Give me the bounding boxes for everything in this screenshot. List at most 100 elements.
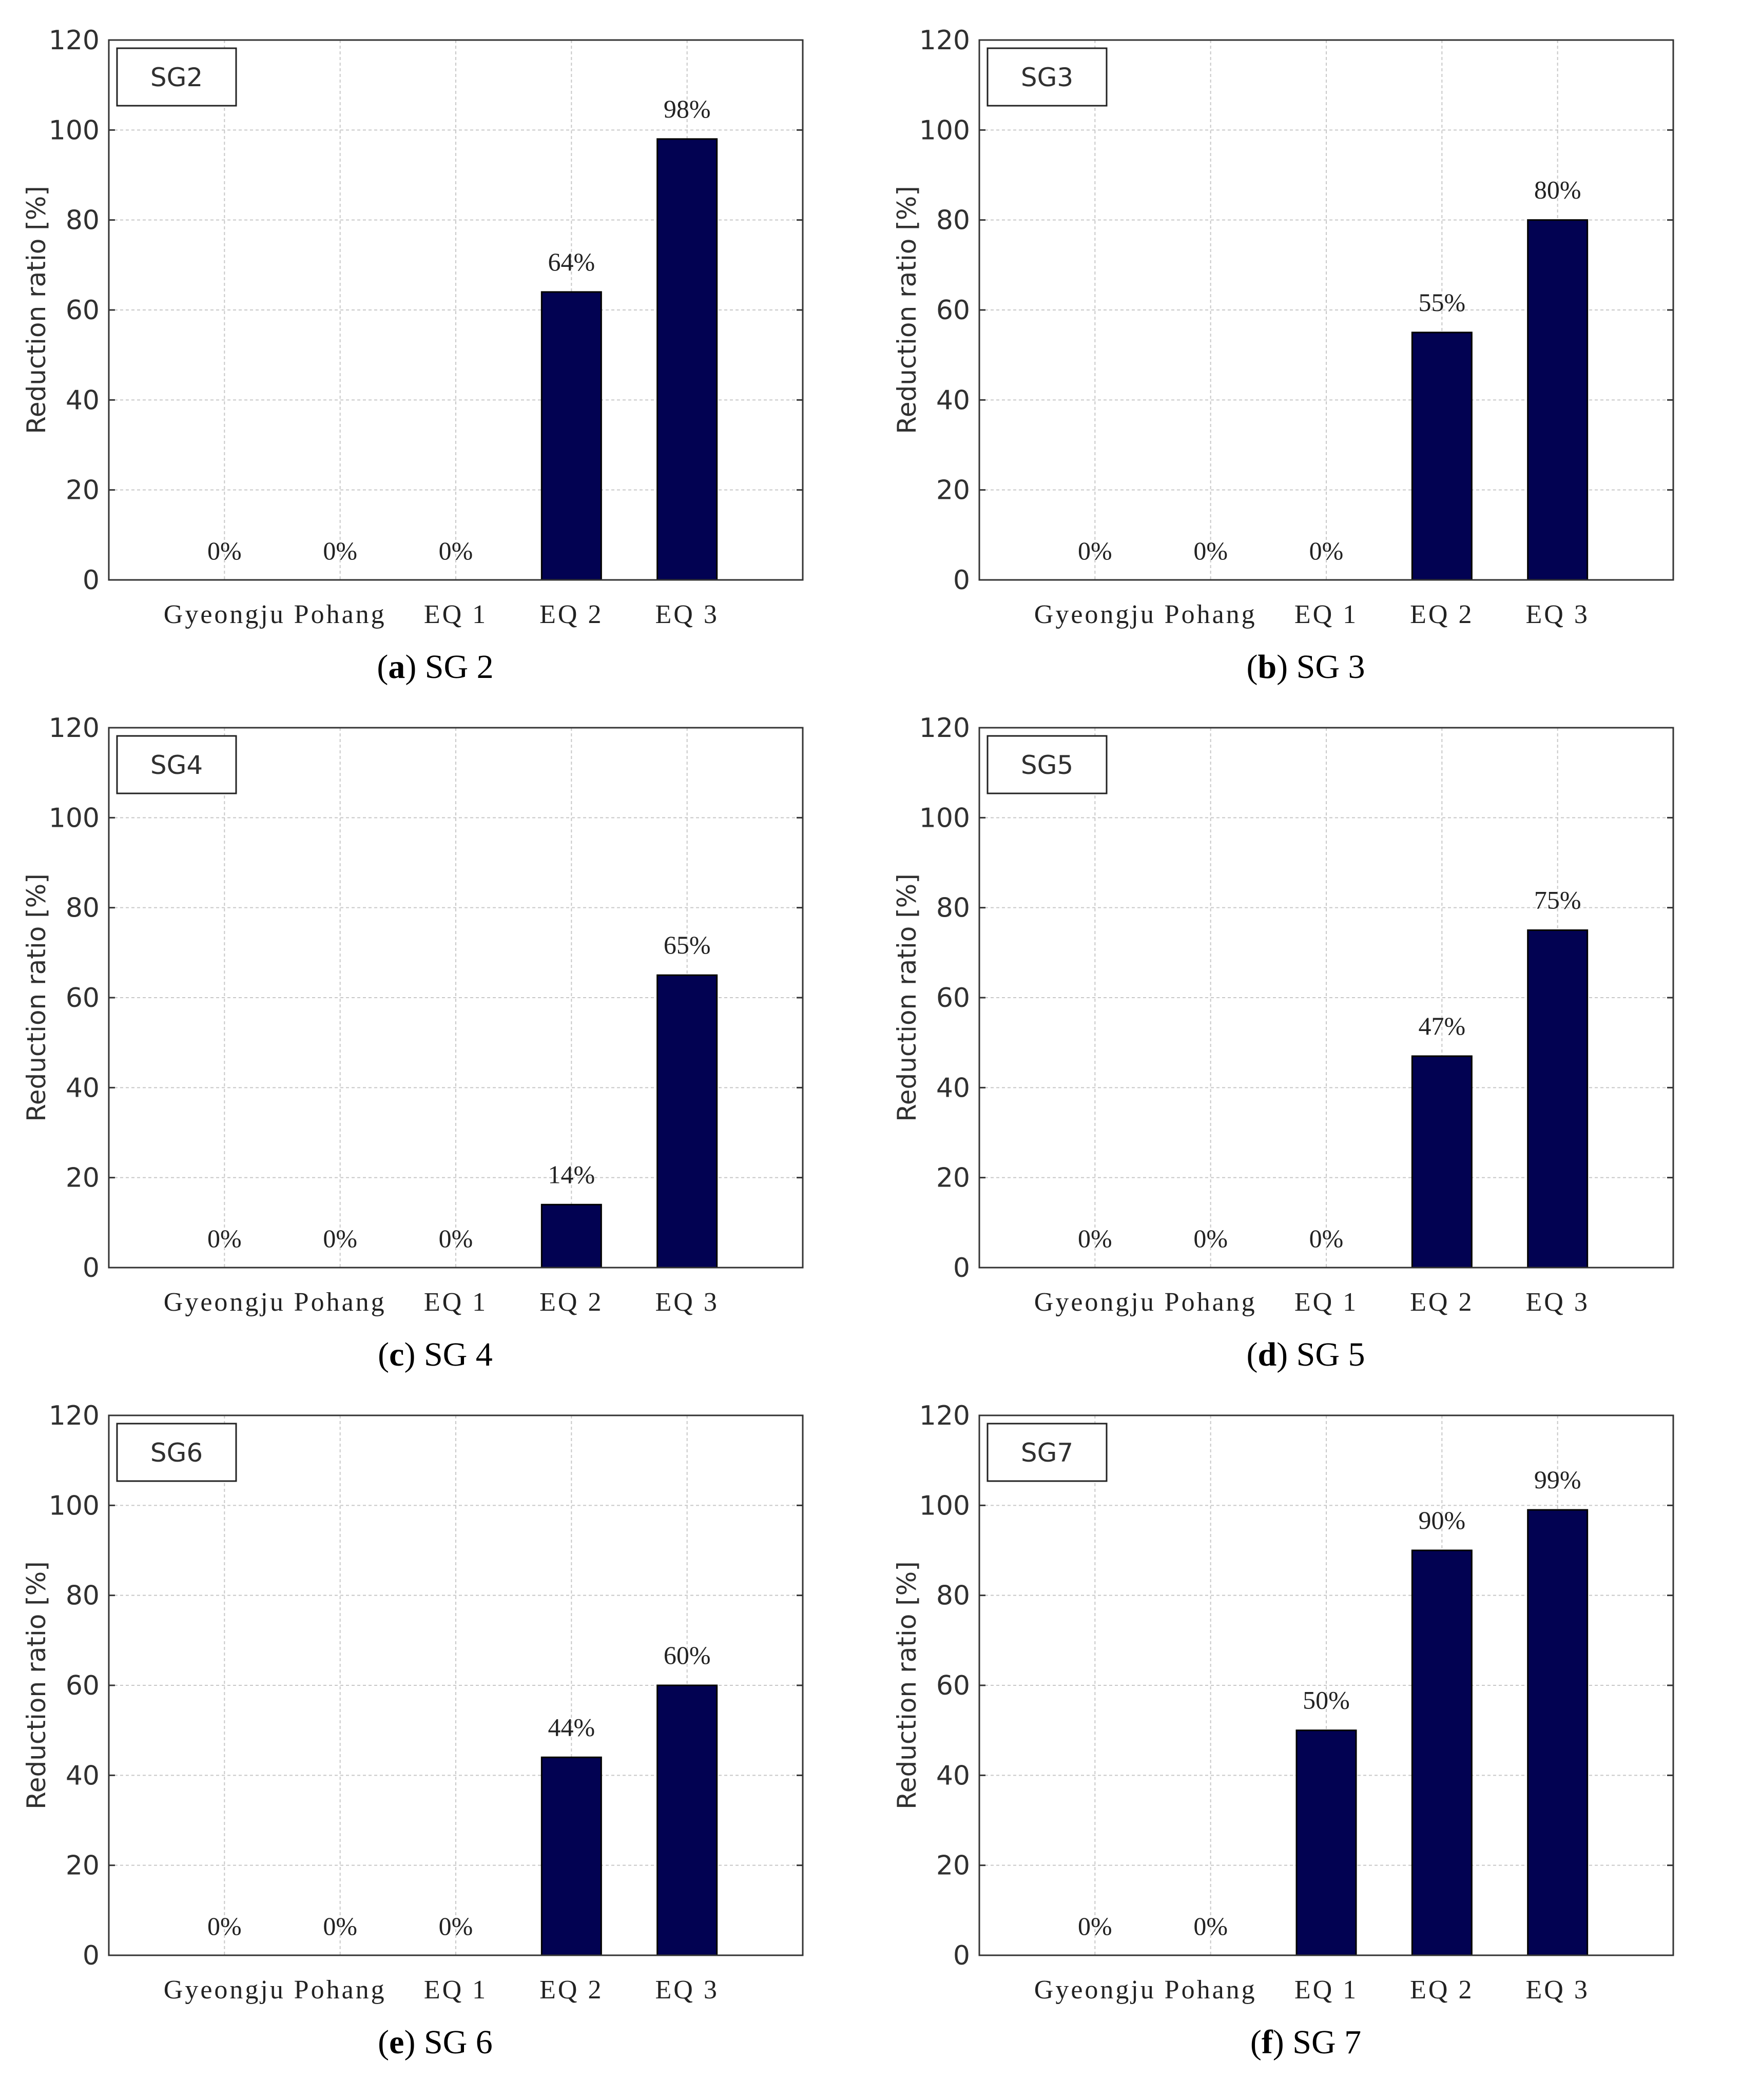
y-tick-label: 100: [919, 115, 970, 146]
caption-c-letter: c: [389, 1336, 404, 1373]
x-tick-label: EQ 1: [1294, 600, 1358, 629]
chart-e: 0 20 40 60 80 100 120 Gyeongju Pohang EQ 1 EQ 2 EQ …: [22, 1401, 804, 2005]
y-axis-label: Reduction ratio [%]: [892, 1561, 922, 1810]
y-tick-label: 120: [919, 713, 970, 744]
y-tick-label: 100: [919, 1490, 970, 1521]
caption-d-text: SG 5: [1296, 1336, 1365, 1373]
bar-eq-2: [1411, 332, 1473, 581]
y-tick-label: 40: [936, 1760, 970, 1791]
chart-panel-a: 0 20 40 60 80 100 120 Gyeongju Pohang EQ 1 EQ 2 EQ …: [0, 0, 870, 700]
data-label: 0%: [1078, 1224, 1112, 1253]
y-tick-label: 120: [49, 25, 100, 56]
data-label: 0%: [207, 1224, 242, 1253]
caption-e-letter: e: [389, 2024, 404, 2061]
caption-a-letter: a: [388, 648, 405, 686]
data-label: 0%: [1193, 1912, 1228, 1940]
data-label: 0%: [207, 1912, 242, 1940]
bar-eq-2: [540, 1756, 602, 1956]
data-label: 80%: [1534, 176, 1581, 204]
data-label: 0%: [1309, 1224, 1344, 1253]
y-axis-label: Reduction ratio [%]: [22, 186, 51, 434]
caption-a: (a) SG 2: [377, 648, 494, 686]
y-tick-label: 20: [66, 1163, 100, 1194]
chart-b: 0 20 40 60 80 100 120 Gyeongju Pohang EQ 1 EQ 2 EQ …: [892, 25, 1674, 629]
y-tick-label: 0: [83, 1253, 100, 1284]
y-tick-label: 120: [49, 713, 100, 744]
data-label: 75%: [1534, 886, 1581, 915]
data-label: 99%: [1534, 1465, 1581, 1494]
data-label: 14%: [548, 1160, 595, 1189]
caption-e: (e) SG 6: [378, 2024, 493, 2061]
data-label: 0%: [1078, 1912, 1112, 1940]
data-label: 55%: [1419, 288, 1466, 317]
y-tick-label: 60: [66, 295, 100, 326]
x-tick-label: EQ 3: [655, 1975, 719, 2005]
caption-d: (d) SG 5: [1246, 1336, 1365, 1373]
caption-f: (f) SG 7: [1250, 2024, 1362, 2061]
data-label: 64%: [548, 247, 595, 276]
x-tick-label: EQ 3: [1526, 1975, 1590, 2005]
chart-panel-d: 0 20 40 60 80 100 120 Gyeongju Pohang EQ 1 EQ 2 EQ …: [870, 688, 1741, 1388]
caption-a-text: SG 2: [424, 648, 494, 686]
data-label: 65%: [664, 930, 711, 959]
x-tick-label: EQ 2: [539, 600, 603, 629]
data-label: 98%: [664, 94, 711, 123]
y-tick-label: 20: [66, 475, 100, 506]
y-axis-label: Reduction ratio [%]: [22, 873, 51, 1122]
caption-f-text: SG 7: [1292, 2024, 1362, 2061]
x-tick-label: Gyeongju: [1034, 600, 1156, 629]
legend-box: [986, 47, 1108, 107]
bar-eq-3: [656, 974, 718, 1269]
y-tick-label: 40: [66, 385, 100, 416]
x-tick-label: EQ 1: [1294, 1288, 1358, 1317]
bar-eq-1: [1295, 1729, 1357, 1956]
x-tick-label: Pohang: [294, 1288, 386, 1317]
caption-d-letter: d: [1258, 1336, 1277, 1373]
caption-c: (c) SG 4: [378, 1336, 493, 1373]
x-tick-label: EQ 3: [655, 600, 719, 629]
x-tick-label: Pohang: [294, 1975, 386, 2005]
x-tick-label: Gyeongju: [1034, 1975, 1156, 2005]
chart-panel-c: 0 20 40 60 80 100 120 Gyeongju Pohang EQ 1 EQ 2 EQ …: [0, 688, 870, 1388]
data-label: 0%: [323, 1912, 357, 1940]
data-label: 0%: [323, 1224, 357, 1253]
y-axis-label: Reduction ratio [%]: [892, 873, 922, 1122]
legend-box: [986, 1423, 1108, 1482]
x-tick-label: EQ 1: [424, 1288, 488, 1317]
bar-eq-2: [1411, 1549, 1473, 1956]
legend-box: [116, 1423, 237, 1482]
data-label: 0%: [1193, 1224, 1228, 1253]
x-tick-label: EQ 2: [1410, 1288, 1474, 1317]
x-tick-label: EQ 1: [424, 1975, 488, 2005]
legend-box: [986, 735, 1108, 794]
y-tick-label: 60: [936, 1670, 970, 1701]
data-label: 0%: [207, 536, 242, 565]
data-label: 60%: [664, 1641, 711, 1669]
caption-f-letter: f: [1261, 2024, 1273, 2061]
y-tick-label: 80: [936, 205, 970, 236]
y-tick-label: 80: [66, 893, 100, 924]
data-label: 0%: [1309, 536, 1344, 565]
x-tick-label: Gyeongju: [164, 1975, 285, 2005]
data-label: 0%: [1078, 536, 1112, 565]
bar-eq-3: [1527, 929, 1589, 1269]
x-tick-label: EQ 2: [1410, 600, 1474, 629]
legend-label: SG2: [150, 63, 203, 92]
y-tick-label: 20: [936, 475, 970, 506]
y-tick-label: 0: [953, 1253, 970, 1284]
chart-a: 0 20 40 60 80 100 120 Gyeongju Pohang EQ 1 EQ 2 EQ …: [22, 25, 804, 629]
y-tick-label: 120: [919, 25, 970, 56]
y-tick-label: 120: [919, 1401, 970, 1431]
x-tick-label: Pohang: [1165, 600, 1257, 629]
x-tick-label: EQ 1: [1294, 1975, 1358, 2005]
chart-f: 0 20 40 60 80 100 120 Gyeongju Pohang EQ 1 EQ 2 EQ …: [892, 1401, 1674, 2005]
y-tick-label: 100: [919, 803, 970, 833]
y-tick-label: 60: [66, 983, 100, 1014]
x-tick-label: EQ 2: [1410, 1975, 1474, 2005]
x-tick-label: EQ 3: [655, 1288, 719, 1317]
x-tick-label: EQ 3: [1526, 600, 1590, 629]
x-tick-label: EQ 1: [424, 600, 488, 629]
y-axis-label: Reduction ratio [%]: [892, 186, 922, 434]
data-label: 0%: [439, 536, 473, 565]
x-tick-label: Pohang: [294, 600, 386, 629]
